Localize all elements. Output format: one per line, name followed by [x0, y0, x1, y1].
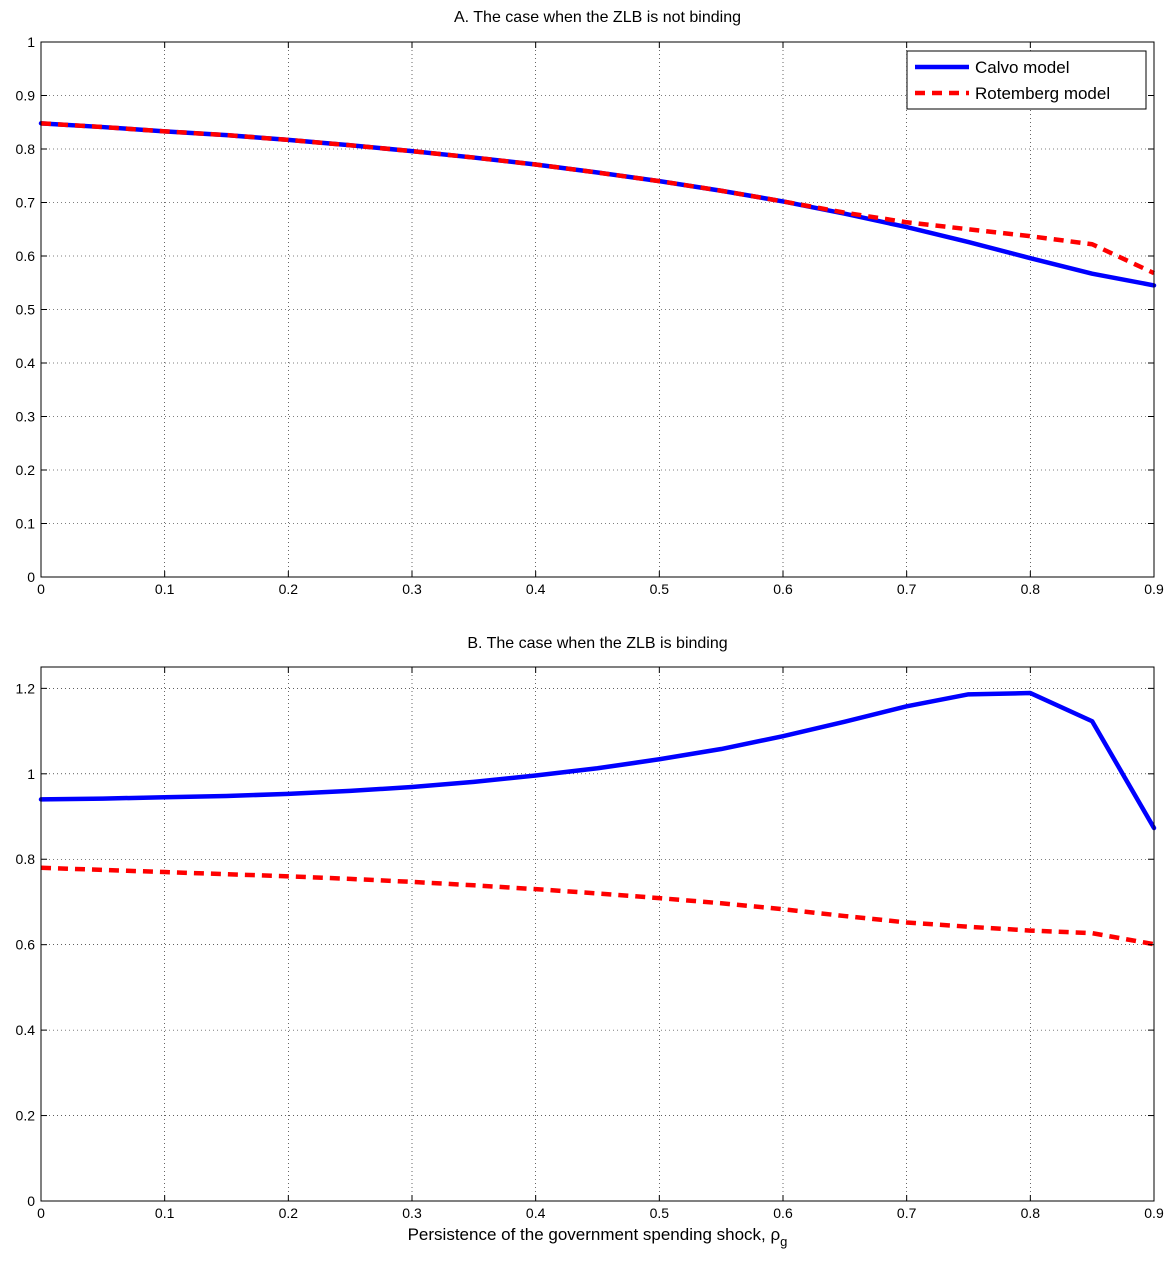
panel-a-y-tick-label: 0.5 [16, 302, 36, 318]
panel-b-series-calvo-line [38, 690, 1157, 831]
panel-a-x-tick-label: 0.8 [1021, 581, 1041, 597]
legend: Calvo model Rotemberg model [906, 50, 1147, 110]
panel-b-x-tick-label: 0 [37, 1205, 45, 1221]
panel-a-series-calvo-line [38, 121, 1157, 288]
panel-a-y-tick-label: 0.8 [16, 141, 36, 157]
panel-a-x-tick-label: 0 [37, 581, 45, 597]
legend-box [906, 50, 1147, 110]
panel-a-y-tick-label: 1 [27, 34, 35, 50]
panel-a-y-tick-label: 0.7 [16, 195, 36, 211]
panel-b-y-tick-label: 0.2 [16, 1108, 36, 1124]
panel-b-y-tick-label: 1 [27, 766, 35, 782]
panel-a-x-tick-label: 0.2 [279, 581, 299, 597]
panel-b-x-tick-label: 0.2 [279, 1205, 299, 1221]
panel-a-x-tick-label: 0.6 [773, 581, 793, 597]
panel-b-x-tick-label: 0.6 [773, 1205, 793, 1221]
panel-b-axes-frame [40, 666, 1155, 1202]
panel-a-x-tick-label: 0.5 [650, 581, 670, 597]
panel-b-y-tick-label: 0.6 [16, 937, 36, 953]
panel-b-y-tick-label: 0.4 [16, 1022, 36, 1038]
legend-label-calvo: Calvo model [975, 58, 1070, 77]
panel-a-x-tick-label: 0.3 [402, 581, 422, 597]
panel-b-x-tick-label: 0.9 [1144, 1205, 1164, 1221]
panel-b-x-tick-label: 0.4 [526, 1205, 546, 1221]
panel-a-y-tick-label: 0.9 [16, 88, 36, 104]
panel-b-x-tick-label: 0.8 [1021, 1205, 1041, 1221]
panel-a-x-tick-label: 0.1 [155, 581, 175, 597]
panel-b-plot-area [41, 667, 1154, 1201]
panel-a-title: A. The case when the ZLB is not binding [454, 9, 741, 26]
panel-b: 0 0.1 0.2 0.3 0.4 0.5 0.6 0.7 0.8 0.9 0 0.2 0.4 0.6 0.… [16, 635, 1164, 1249]
legend-label-rotemberg: Rotemberg model [975, 84, 1110, 103]
panel-a-x-tick-label: 0.7 [897, 581, 917, 597]
panel-b-y-tick-label: 0 [27, 1193, 35, 1209]
panel-a: 0 0.1 0.2 0.3 0.4 0.5 0.6 0.7 0.8 0.9 0 0.1 0.2 0.3 0.… [16, 9, 1164, 597]
panel-b-y-tick-label: 0.8 [16, 851, 36, 867]
panel-b-x-tick-label: 0.3 [402, 1205, 422, 1221]
panel-b-x-tick-label: 0.1 [155, 1205, 175, 1221]
panel-a-x-tick-label: 0.9 [1144, 581, 1164, 597]
panel-a-y-tick-label: 0.6 [16, 248, 36, 264]
panel-a-y-tick-label: 0.4 [16, 355, 36, 371]
panel-a-y-tick-label: 0.2 [16, 462, 36, 478]
panel-b-x-axis-label: Persistence of the government spending s… [408, 1225, 788, 1249]
panel-a-y-tick-label: 0 [27, 569, 35, 585]
panel-a-x-tick-label: 0.4 [526, 581, 546, 597]
panel-a-y-tick-label: 0.3 [16, 409, 36, 425]
panel-b-title: B. The case when the ZLB is binding [467, 635, 727, 652]
panel-b-x-tick-label: 0.7 [897, 1205, 917, 1221]
panel-a-y-tick-label: 0.1 [16, 516, 36, 532]
panel-b-x-tick-label: 0.5 [650, 1205, 670, 1221]
panel-b-y-tick-label: 1.2 [16, 680, 36, 696]
